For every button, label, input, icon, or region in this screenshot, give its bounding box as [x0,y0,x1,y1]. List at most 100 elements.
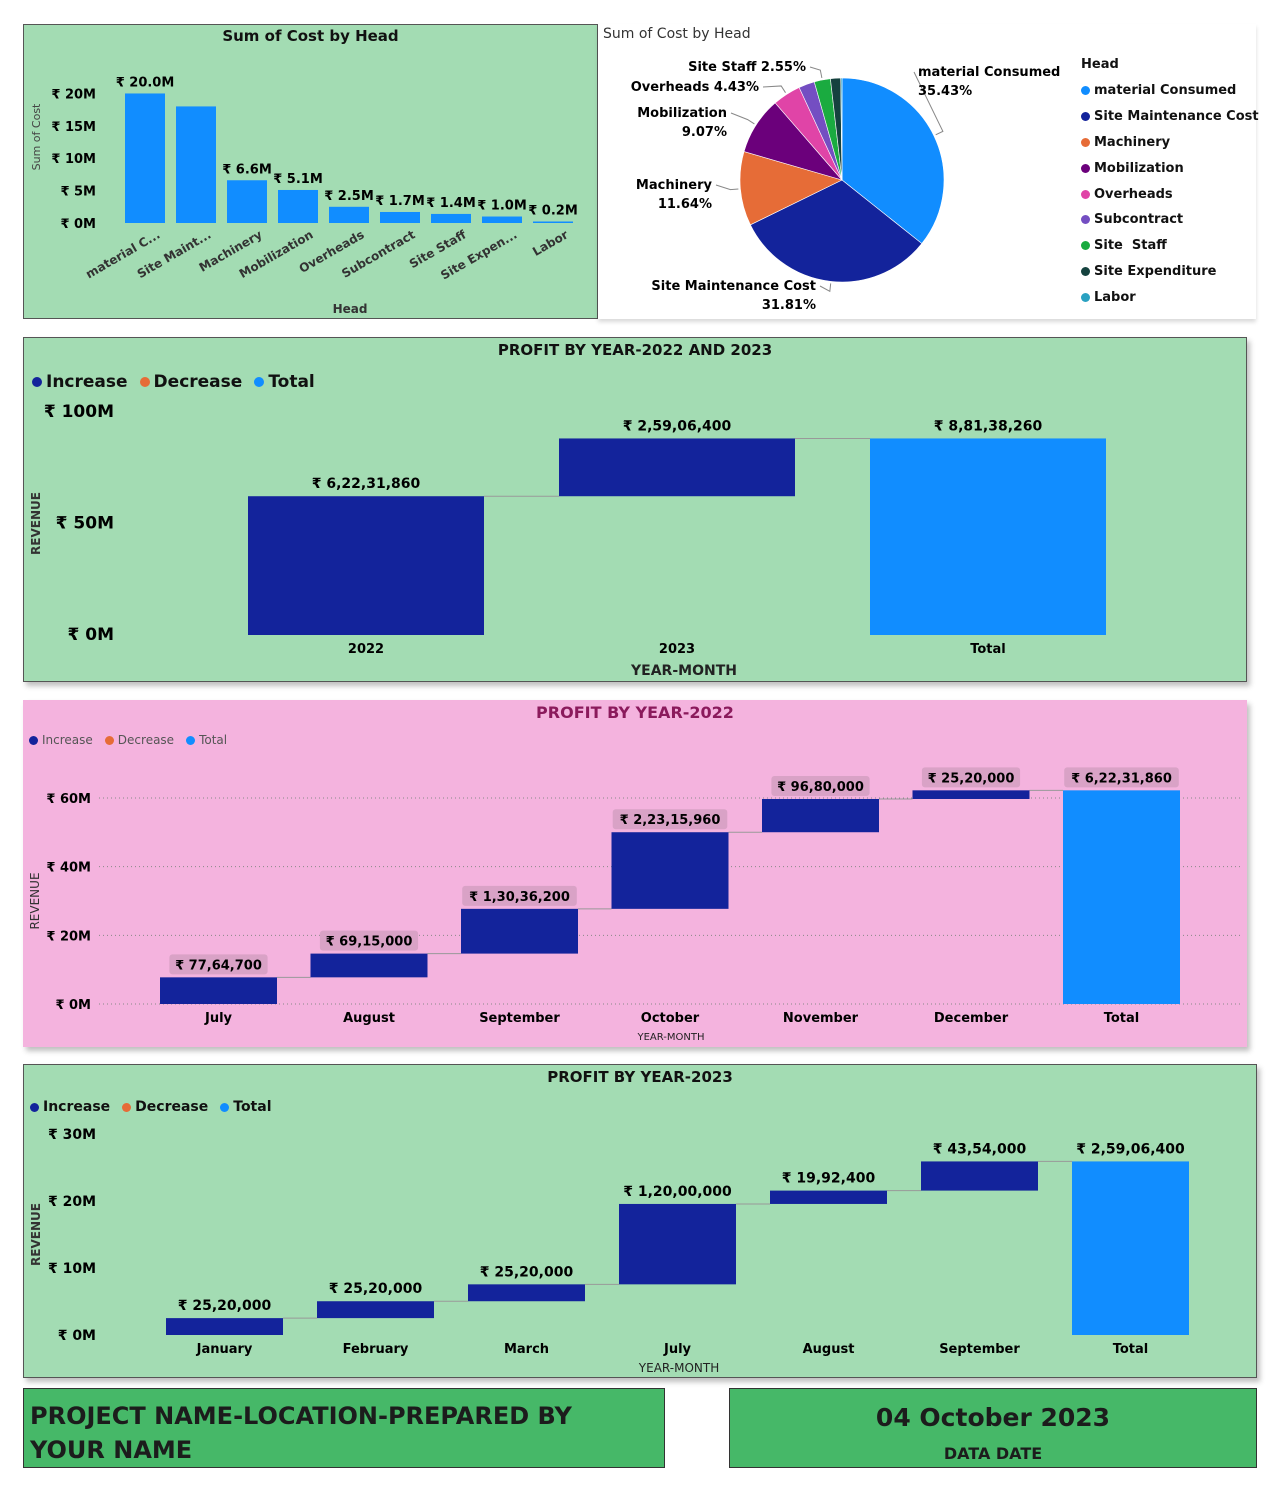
bar [431,213,471,223]
wf-data-label-bg [462,885,577,906]
legend-dot-icon [139,377,150,387]
bar-data-label: ₹ 1.0M [477,199,527,214]
wf-data-label: ₹ 77,64,700 [175,958,262,973]
wf-data-label: ₹ 43,54,000 [933,1141,1027,1157]
legend-dot-icon [186,735,196,745]
pie-legend-item: Machinery [1081,130,1259,156]
wf-data-label: ₹ 8,81,38,260 [934,418,1043,434]
wf-data-label: ₹ 1,30,36,200 [469,890,570,905]
bar [482,216,522,223]
legend-dot-icon [254,377,265,387]
wf-xlabel: YEAR-MONTH [636,1032,704,1043]
wf-legend-label: Decrease [117,733,175,747]
pie-callout-pct: 31.81% [762,298,816,313]
wf-data-label-bg [169,954,268,975]
pie-legend-item: material Consumed [1081,78,1259,104]
wf-bar [1063,790,1180,1004]
wf-ylabel: REVENUE [29,492,43,555]
pie-legend-label: Labor [1094,289,1136,305]
profit-2022-2023-panel: PROFIT BY YEAR-2022 AND 2023 Increase Dec… [23,337,1247,682]
pie-legend-item: Site Staff [1081,233,1259,259]
pie-legend-label: Subcontract [1094,212,1184,228]
wf-ytick-label: ₹ 60M [46,792,91,807]
pie-leader-line [809,66,823,79]
pie-callout-pct: 9.07% [682,125,727,140]
pie-callout-pct: 35.43% [918,84,972,99]
bar-xtick-label: Labor [530,227,570,258]
wf-data-label-bg [319,930,419,951]
wf2-title: PROFIT BY YEAR-2022 [536,703,734,722]
pie-callout-pct: 11.64% [658,197,712,212]
wf-legend-item: Total [186,733,227,747]
wf-legend-item: Decrease [104,733,175,747]
pie-callout-name: Machinery [636,178,713,193]
wf-legend-item: Decrease [139,372,243,392]
wf-data-label: ₹ 6,22,31,860 [312,476,421,492]
pie-callout-name: Overheads 4.43% [631,80,759,95]
wf-bar [461,908,578,954]
profit-2023-panel: PROFIT BY YEAR-2023 Increase Decrease Tota… [23,1064,1257,1378]
wf-xtick-label: July [663,1342,692,1357]
bar-xlabel: Head [333,302,368,316]
wf-legend-item: Increase [32,372,128,392]
pie-legend-title: Head [1081,57,1119,72]
bar [227,180,267,223]
wf-bar [468,1284,585,1302]
wf3-chart-svg: REVENUE ₹ 0M ₹ 10M ₹ 20M ₹ 30M ₹ 25,20,000 Jan… [29,1127,1189,1375]
legend-dot-icon [29,735,38,745]
wf-ytick-label: ₹ 50M [56,514,114,534]
legend-dot-icon [32,377,42,387]
bar [380,211,420,223]
wf-legend-label: Decrease [135,1099,209,1115]
wf-xtick-label: August [803,1342,855,1357]
wf-bar [762,798,879,833]
pie-legend-label: Machinery [1094,134,1171,150]
wf-data-label: ₹ 69,15,000 [326,935,413,950]
wf-xlabel: YEAR-MONTH [630,663,737,679]
wf-xtick-label: October [641,1011,700,1026]
bar-ytick-label: ₹ 10M [51,152,96,167]
data-date-label: DATA DATE [943,1444,1043,1463]
wf-data-label: ₹ 25,20,000 [480,1264,574,1280]
data-date-value: 04 October 2023 [875,1403,1111,1432]
bar [125,93,165,223]
profit-2022-panel: PROFIT BY YEAR-2022 Increase Decrease Tota… [23,700,1247,1047]
wf-ytick-label: ₹ 100M [44,402,114,422]
wf-legend-label: Decrease [153,372,243,392]
wf-bar [770,1190,887,1204]
wf-data-label: ₹ 19,92,400 [782,1171,876,1187]
wf-xtick-label: Total [1113,1342,1149,1357]
bar-data-label: ₹ 2.5M [324,189,374,204]
project-name-box: PROJECT NAME-LOCATION-PREPARED BY YOUR N… [23,1388,665,1468]
wf-ytick-label: ₹ 0M [68,625,115,645]
wf-bar [160,977,277,1004]
wf3-legend: Increase Decrease Total [30,1099,280,1115]
wf-legend-item: Increase [30,1099,110,1115]
wf1-title: PROFIT BY YEAR-2022 AND 2023 [497,341,773,359]
wf-bar [166,1318,283,1335]
pie-legend-item: Site Expenditure [1081,259,1259,285]
pie-slice [739,151,843,226]
wf-data-label: ₹ 2,59,06,400 [1076,1141,1185,1157]
wf-xtick-label: 2023 [659,642,695,657]
project-name-text: PROJECT NAME-LOCATION-PREPARED BY YOUR N… [30,1402,572,1464]
bar-chart-svg: Sum of Cost ₹ 0M ₹ 5M ₹ 10M ₹ 15M ₹ 20M ₹ 20.0… [30,75,578,316]
wf-legend-item: Total [220,1099,272,1115]
wf-ytick-label: ₹ 0M [55,998,91,1013]
legend-dot-icon [1081,215,1090,225]
pie-slice [840,77,843,181]
wf-bar [921,1161,1038,1191]
wf-data-label: ₹ 25,20,000 [928,771,1015,786]
wf-legend-item: Total [254,372,315,392]
wf-data-label: ₹ 2,59,06,400 [623,418,732,434]
wf-xtick-label: March [504,1342,549,1357]
bar-ylabel: Sum of Cost [30,103,43,170]
legend-dot-icon [1081,292,1090,302]
pie-legend-item: Mobilization [1081,155,1259,181]
pie-legend-label: Overheads [1094,186,1173,202]
wf-xtick-label: November [783,1011,859,1026]
pie-legend-item: Labor [1081,284,1259,310]
bar-ytick-label: ₹ 0M [60,217,96,232]
pie-callout-name: Mobilization [637,106,727,121]
bar-ytick-label: ₹ 15M [51,120,96,135]
